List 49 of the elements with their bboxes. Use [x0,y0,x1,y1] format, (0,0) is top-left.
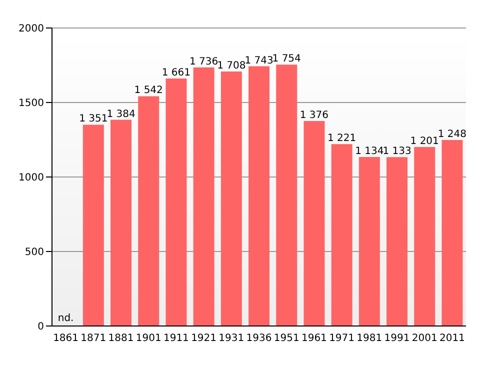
bar [386,157,408,326]
data-label: 1 743 [244,55,274,66]
y-tick-label: 1000 [18,172,44,184]
x-tick-label: 1961 [301,333,327,344]
data-label: 1 376 [300,110,329,121]
text: nd. [58,313,74,324]
data-label: 1 542 [134,85,163,96]
x-tick-label: 1936 [246,333,272,344]
bar [248,66,270,326]
data-label: 1 248 [438,129,467,140]
x-tick-label: 1991 [384,333,410,344]
x-tick-label: 1861 [53,333,79,344]
data-label: 1 133 [382,146,412,158]
data-label: 1 351 [79,114,108,125]
bar [304,120,325,326]
bar [110,120,132,326]
data-label: 1 134 [355,146,384,158]
y-tick-label: 1500 [18,98,44,110]
x-tick-label: 1981 [356,333,382,344]
x-tick-label: 2001 [412,333,438,344]
data-label: 1 201 [410,136,439,148]
x-tick-label: 1911 [163,333,189,344]
data-label: 1 384 [106,108,136,120]
bar [166,78,187,326]
bar [82,124,104,326]
bar [193,67,214,326]
y-tick-label: 2000 [18,24,44,35]
bar [331,144,352,326]
x-tick-label: 1971 [329,333,355,344]
bar [138,96,160,326]
bar [414,147,436,326]
bar [220,72,242,326]
bar [276,64,298,326]
x-tick-label: 1921 [191,333,217,344]
x-tick-label: 1871 [80,333,106,344]
y-tick-label: 500 [24,247,44,258]
data-label: 1 221 [327,133,356,144]
data-label: 1 736 [189,56,218,68]
x-tick-label: 1931 [218,333,244,344]
data-label: 1 708 [217,60,246,72]
x-tick-label: 1881 [108,333,134,344]
x-tick-label: 1951 [274,333,300,344]
data-label: 1 754 [272,54,301,65]
bar [442,140,463,326]
bar [358,157,380,326]
data-label: 1 661 [162,68,191,79]
y-tick-label: 0 [38,322,44,333]
x-tick-label: 2011 [439,333,465,344]
x-tick-label: 1901 [136,333,162,344]
